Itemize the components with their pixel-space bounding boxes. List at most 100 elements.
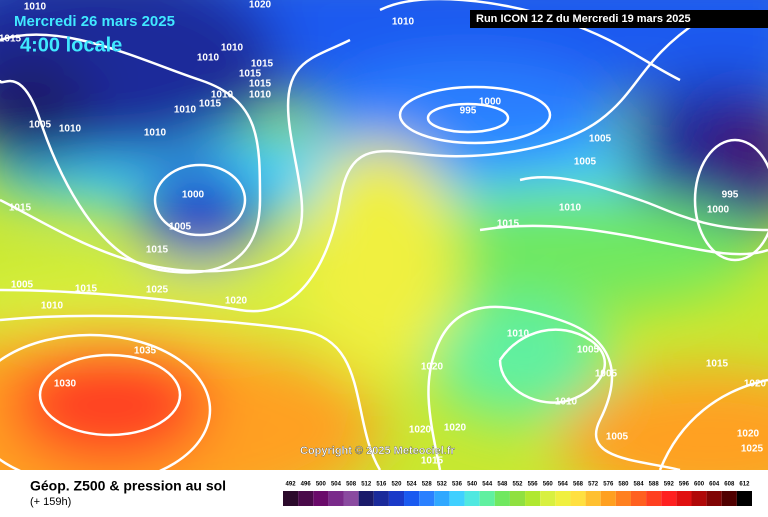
- scale-label: 492: [286, 482, 297, 488]
- isobar-label: 1005: [589, 134, 612, 145]
- scale-label: 516: [376, 482, 387, 488]
- isobar-label: 1000: [707, 205, 730, 216]
- isobar-labels: 1020101010151010101010101015101510151010…: [0, 0, 767, 467]
- isobar-label: 1010: [59, 124, 82, 135]
- scale-label: 600: [694, 482, 705, 488]
- isobar-label: 1005: [29, 120, 52, 131]
- scale-swatch: [540, 491, 556, 506]
- isobar-label: 1005: [169, 222, 192, 233]
- isobar-label: 995: [460, 106, 477, 117]
- copyright: Copyright © 2025 Meteociel.fr: [300, 445, 456, 457]
- scale-swatch: [373, 491, 389, 506]
- isobar-label: 1005: [595, 369, 618, 380]
- isobar-label: 1015: [9, 203, 32, 214]
- isobar-label: 1010: [507, 329, 530, 340]
- scale-label: 604: [709, 482, 720, 488]
- isobar-label: 1015: [249, 79, 272, 90]
- scale-label: 572: [588, 482, 599, 488]
- scale-label: 544: [482, 482, 493, 488]
- scale-label: 584: [634, 482, 645, 488]
- scale-label: 592: [664, 482, 675, 488]
- color-scale: 492 496 500 504 508 512 516 520 524 528 532 536 540 5…: [283, 482, 752, 506]
- scale-swatch: [736, 491, 752, 506]
- scale-swatch: [706, 491, 722, 506]
- isobar-label: 1015: [706, 359, 729, 370]
- isobar-label: 1015: [199, 99, 222, 110]
- scale-swatch: [570, 491, 586, 506]
- isobar-label: 1020: [225, 296, 248, 307]
- isobar-label: 1010: [221, 43, 244, 54]
- isobar-label: 1020: [737, 429, 760, 440]
- isobar-label: 1020: [421, 362, 444, 373]
- run-box: [470, 10, 768, 28]
- scale-swatch: [358, 491, 374, 506]
- scale-swatch: [630, 491, 647, 506]
- isobar-label: 1035: [134, 346, 157, 357]
- scale-label: 520: [391, 482, 402, 488]
- scale-swatch: [434, 491, 450, 506]
- scale-swatch: [691, 491, 707, 506]
- isobar-label: 1015: [251, 59, 274, 70]
- scale-swatch: [585, 491, 601, 506]
- isobar-label: 1010: [41, 301, 64, 312]
- isobar-label: 1010: [249, 90, 272, 101]
- isobar-label: 1005: [11, 280, 34, 291]
- isobar-label: 1015: [421, 456, 444, 467]
- isobar-label: 1015: [146, 245, 169, 256]
- isobar-label: 1020: [409, 425, 432, 436]
- scale-label: 576: [603, 482, 614, 488]
- isobar-label: 1000: [182, 190, 205, 201]
- isobar-label: 1020: [744, 379, 767, 390]
- scale-label: 524: [407, 482, 418, 488]
- lead-time: (+ 159h): [30, 496, 71, 508]
- isobar-label: 1015: [0, 34, 22, 45]
- isobars: [0, 0, 768, 470]
- scale-label: 548: [497, 482, 508, 488]
- isobar-label: 1020: [444, 423, 467, 434]
- scale-label: 552: [512, 482, 523, 488]
- isobar-label: 1005: [574, 157, 597, 168]
- scale-swatch: [298, 491, 314, 506]
- isobar-label: 1025: [146, 285, 169, 296]
- isobar-label: 1010: [174, 105, 197, 116]
- scale-label: 512: [361, 482, 372, 488]
- scale-label: 536: [452, 482, 463, 488]
- scale-swatch: [676, 491, 692, 506]
- scale-swatch: [646, 491, 662, 506]
- scale-label: 500: [316, 482, 327, 488]
- isobar-label: 1015: [497, 219, 520, 230]
- scale-swatch: [388, 491, 405, 506]
- isobar-label: 1010: [24, 2, 47, 13]
- isobar-label: 1005: [577, 345, 600, 356]
- scale-swatch: [494, 491, 510, 506]
- isobar-label: 1015: [75, 284, 98, 295]
- scale-label: 596: [679, 482, 690, 488]
- isobar-label: 1025: [741, 444, 764, 455]
- isobar-label: 1010: [197, 53, 220, 64]
- scale-label: 568: [573, 482, 584, 488]
- scale-label: 504: [331, 482, 342, 488]
- scale-label: 580: [618, 482, 629, 488]
- isobar-label: 1000: [479, 97, 502, 108]
- scale-swatch: [283, 491, 299, 506]
- isobar-label: 1010: [392, 17, 415, 28]
- scale-swatch: [343, 491, 359, 506]
- scale-label: 540: [467, 482, 478, 488]
- scale-swatch: [721, 491, 737, 506]
- scale-swatch: [661, 491, 677, 506]
- scale-label: 528: [422, 482, 433, 488]
- scale-label: 556: [528, 482, 539, 488]
- scale-swatch: [419, 491, 435, 506]
- scale-swatch: [479, 491, 495, 506]
- scale-swatch: [449, 491, 465, 506]
- isobar-label: 1010: [559, 203, 582, 214]
- legend-title: Géop. Z500 & pression au sol: [30, 478, 226, 494]
- scale-swatch: [464, 491, 480, 506]
- isobar-label: 1015: [239, 69, 262, 80]
- run-info: Run ICON 12 Z du Mercredi 19 mars 2025: [476, 13, 691, 25]
- forecast-time: 4:00 locale: [20, 34, 122, 56]
- scale-swatch: [615, 491, 631, 506]
- isobar-label: 995: [722, 190, 739, 201]
- isobar-label: 1005: [606, 432, 629, 443]
